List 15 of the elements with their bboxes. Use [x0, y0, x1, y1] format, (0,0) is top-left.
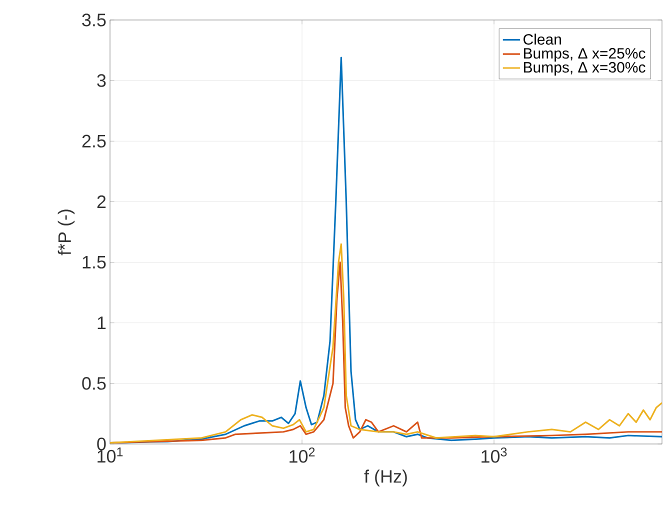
y-tick-label: 0.5: [82, 377, 106, 390]
y-tick-label: 2.5: [82, 134, 106, 148]
y-tick-label: 1: [98, 316, 106, 330]
y-tick-label: 1.5: [82, 256, 106, 269]
legend-label: Bumps, Δ x=30%c: [524, 62, 646, 76]
legend-label: Clean: [524, 34, 561, 45]
y-tick-label: 3: [97, 74, 106, 87]
x-axis-title: f (Hz): [364, 470, 407, 486]
y-axis-title: f*P (-): [58, 210, 75, 256]
x-tick-label: 10$^{2}$: [290, 448, 315, 463]
legend-label: Bumps, Δ x=25%c: [524, 48, 646, 62]
y-tick-label: 0: [97, 438, 106, 450]
x-tick-label: 10$^{3}$: [482, 448, 507, 463]
y-tick-label: 3.5: [82, 14, 106, 26]
y-tick-label: 2: [97, 195, 106, 208]
